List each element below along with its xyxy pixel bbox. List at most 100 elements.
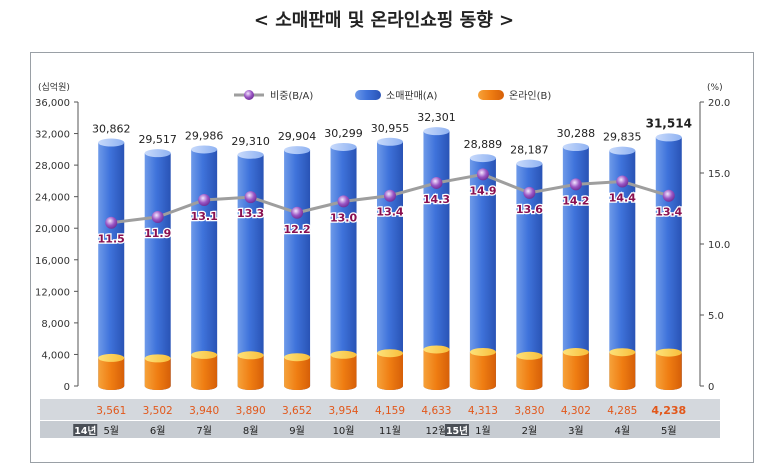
online-bar [423, 345, 450, 390]
online-bar-body [609, 352, 636, 390]
retail-value-label: 29,517 [138, 133, 177, 146]
retail-value-label: 30,862 [92, 123, 131, 136]
online-bar-top [191, 350, 218, 359]
online-value-label: 4,238 [651, 404, 686, 417]
retail-bar-body [655, 137, 682, 390]
retail-bar [655, 133, 682, 390]
retail-value-label: 29,835 [603, 131, 642, 144]
retail-bar-top [330, 142, 357, 151]
chart-title: < 소매판매 및 온라인쇼핑 동향 > [253, 10, 515, 31]
ratio-point [244, 191, 257, 204]
retail-bar-body [144, 153, 171, 390]
month-label: 12월 [425, 425, 447, 437]
legend-ratio-dot-icon [244, 90, 254, 100]
month-band [40, 421, 720, 438]
legend-ratio-label: 비중(B/A) [270, 90, 313, 102]
online-bar-body [655, 352, 682, 390]
online-value-label: 4,159 [375, 405, 405, 417]
online-value-label: 3,652 [282, 405, 312, 417]
online-bar-body [191, 354, 218, 390]
retail-bar-body [516, 163, 543, 390]
retail-bar-body [423, 131, 450, 390]
retail-value-label: 32,301 [417, 111, 456, 124]
month-label: 5월 [661, 425, 677, 437]
legend-online-label: 온라인(B) [509, 90, 551, 102]
month-label: 5월 [103, 425, 119, 437]
ratio-point [291, 206, 304, 219]
retail-value-label: 30,299 [324, 127, 363, 140]
online-bar [98, 353, 125, 390]
online-bar-top [609, 348, 636, 357]
online-value-label: 3,830 [514, 405, 544, 417]
ratio-line [105, 168, 675, 229]
ratio-value-label: 14.4 [609, 192, 636, 205]
left-axis-tick-label: 12,000 [35, 287, 70, 298]
online-bar-top [377, 349, 403, 358]
retail-value-label: 29,310 [231, 135, 270, 148]
ratio-point [569, 178, 582, 191]
online-bar-top [98, 353, 125, 362]
left-axis-unit: (십억원) [38, 81, 70, 93]
online-bar-body [469, 351, 496, 390]
online-bar-body [516, 355, 543, 390]
online-bar-top [655, 348, 682, 357]
ratio-value-label: 13.6 [516, 203, 543, 216]
left-axis-tick-label: 36,000 [35, 98, 70, 109]
month-label: 10월 [333, 425, 355, 437]
online-bar [516, 351, 543, 390]
retail-value-label: 30,288 [557, 127, 596, 140]
month-label: 7월 [196, 425, 212, 437]
retail-bar [237, 150, 264, 390]
retail-bar [191, 145, 218, 390]
online-bar-top [469, 347, 496, 356]
retail-bar-body [609, 150, 636, 390]
year-badge [73, 424, 98, 436]
online-bar [237, 351, 264, 390]
retail-bar-top [237, 150, 264, 159]
ratio-point [616, 175, 629, 188]
legend-online-icon [478, 90, 504, 100]
legend: 비중(B/A) 소매판매(A) 온라인(B) [234, 90, 551, 102]
online-bar-top [516, 351, 543, 360]
online-bar [191, 350, 218, 390]
ratio-point [523, 186, 536, 199]
ratio-value-label: 14.2 [562, 194, 589, 207]
retail-bar-top [144, 149, 171, 158]
online-bar-body [237, 355, 264, 390]
online-bars [98, 345, 682, 390]
retail-bars [98, 127, 682, 390]
retail-value-label: 31,514 [646, 116, 692, 130]
online-bar [469, 347, 496, 390]
online-value-label: 3,561 [96, 405, 126, 417]
retail-value-label: 30,955 [371, 122, 410, 135]
left-axis-tick-label: 32,000 [35, 130, 70, 141]
online-value-label: 3,890 [236, 405, 266, 417]
retail-bar-top [609, 146, 636, 155]
retail-value-label: 29,904 [278, 130, 317, 143]
ratio-value-label: 14.3 [423, 193, 450, 206]
month-label: 2월 [522, 425, 538, 437]
online-value-label: 4,285 [607, 405, 637, 417]
online-bar-top [237, 351, 264, 360]
online-bar-top [423, 345, 450, 354]
retail-bar-top [655, 133, 682, 142]
left-axis-tick-label: 8,000 [41, 319, 70, 330]
ratio-point [476, 168, 489, 181]
online-bar-body [423, 349, 450, 390]
ratio-value-label: 13.3 [237, 207, 264, 220]
month-label: 6월 [150, 425, 166, 437]
ratio-value-label: 12.2 [284, 223, 311, 236]
retail-bar [609, 146, 636, 390]
right-axis-tick-label: 15.0 [708, 169, 730, 180]
axes: 0 4,000 8,000 12,000 16,000 20,000 24,000 28,00… [35, 98, 730, 393]
online-value-label: 3,502 [143, 405, 173, 417]
ratio-value-label: 13.4 [655, 206, 682, 219]
online-bar [562, 348, 589, 390]
retail-bar [98, 138, 125, 390]
online-bar-body [562, 352, 589, 390]
online-bar-top [144, 354, 171, 363]
month-label: 1월 [475, 425, 491, 437]
ratio-value-label: 13.0 [330, 211, 357, 224]
retail-bar [469, 154, 496, 390]
